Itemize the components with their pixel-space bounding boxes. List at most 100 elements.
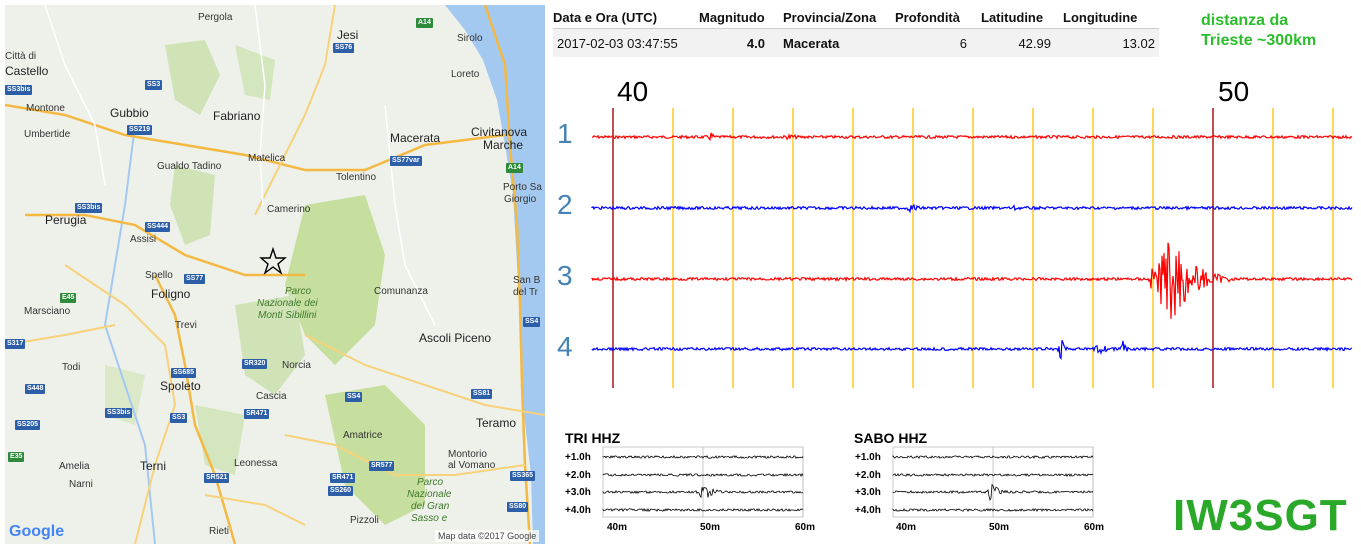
helicorder-row-label: +1.0h bbox=[855, 452, 881, 463]
trace-number-1: 1 bbox=[557, 118, 573, 149]
map-city-label: Narni bbox=[69, 479, 93, 490]
map-city-label: Umbertide bbox=[24, 129, 71, 140]
column-header-longitude: Longitudine bbox=[1063, 9, 1138, 25]
map-city-label: Gualdo Tadino bbox=[157, 161, 222, 172]
road-shield: SS76 bbox=[333, 43, 355, 53]
road-shield: SS3 bbox=[145, 80, 163, 90]
sabo-helicorder-row-trace bbox=[892, 483, 1094, 502]
trace-3-waveform bbox=[591, 242, 1353, 319]
epicenter-star-icon bbox=[259, 246, 287, 275]
time-tick-label-40: 40 bbox=[617, 76, 649, 107]
road-shield: E35 bbox=[8, 452, 25, 462]
map-city-label: Amelia bbox=[59, 461, 90, 472]
map-city-label: Foligno bbox=[151, 287, 191, 301]
map-park-label: Parco bbox=[417, 477, 444, 488]
map-panel[interactable]: Pergola Jesi Sirolo Città di Castello Lo… bbox=[5, 5, 545, 544]
table-row: 2017-02-03 03:47:55 4.0 Macerata 6 42.99… bbox=[553, 28, 1159, 57]
trace-number-3: 3 bbox=[557, 260, 573, 291]
map-city-label: Giorgio bbox=[504, 194, 537, 205]
road-shield: SS205 bbox=[15, 420, 41, 430]
tri-helicorder-row-trace bbox=[602, 473, 804, 478]
column-header-datetime: Data e Ora (UTC) bbox=[553, 9, 658, 25]
road-shield: SS3bis bbox=[5, 85, 33, 95]
cell-zone: Macerata bbox=[783, 28, 895, 57]
map-city-label: Assisi bbox=[130, 234, 157, 245]
map-city-label: Spello bbox=[145, 270, 173, 281]
map-city-label: Amatrice bbox=[343, 430, 383, 441]
tri-helicorder-row-trace bbox=[602, 454, 804, 459]
map-city-label: al Vomano bbox=[448, 460, 496, 471]
google-logo[interactable]: Google bbox=[9, 523, 65, 540]
road-shield: SS77 bbox=[184, 274, 206, 284]
road-shield: SS219 bbox=[127, 125, 153, 135]
road-shield: SS4 bbox=[523, 317, 541, 327]
sabo-helicorder-row-trace bbox=[892, 473, 1094, 478]
map-city-label: Ascoli Piceno bbox=[419, 331, 492, 345]
trace-2-waveform bbox=[591, 204, 1353, 214]
cell-datetime: 2017-02-03 03:47:55 bbox=[553, 28, 699, 57]
cell-depth: 6 bbox=[895, 28, 981, 57]
road-shield: SS3bis bbox=[75, 203, 103, 213]
road-shield: SS80 bbox=[507, 502, 529, 512]
distance-note-line2: Trieste ~300km bbox=[1201, 32, 1317, 49]
cell-latitude: 42.99 bbox=[981, 28, 1063, 57]
column-header-magnitude: Magnitudo bbox=[699, 9, 765, 25]
map-city-label: Matelica bbox=[248, 153, 286, 164]
map-city-label: Cascia bbox=[256, 391, 287, 402]
map-canvas[interactable] bbox=[5, 5, 545, 544]
helicorder-x-label: 60m bbox=[795, 522, 816, 533]
road-shield: SR577 bbox=[369, 461, 395, 471]
time-tick-label-50: 50 bbox=[1218, 76, 1250, 107]
map-city-label: Comunanza bbox=[374, 286, 428, 297]
road-shield: SS3bis bbox=[105, 408, 133, 418]
map-city-label: Spoleto bbox=[160, 379, 201, 393]
map-park-label: Parco bbox=[285, 286, 312, 297]
road-shield: S448 bbox=[25, 384, 46, 394]
map-city-label: Jesi bbox=[337, 28, 359, 42]
helicorder-row-label: +3.0h bbox=[565, 487, 591, 498]
road-shield: SS260 bbox=[328, 486, 354, 496]
road-shield: SR521 bbox=[204, 473, 230, 483]
trace-4-waveform bbox=[591, 340, 1353, 361]
road-shield: SR320 bbox=[242, 359, 268, 369]
map-city-label: San B bbox=[513, 275, 541, 286]
map-city-label: Pizzoli bbox=[350, 515, 379, 526]
map-city-label: Sirolo bbox=[457, 33, 483, 44]
station-callsign: IW3SGT bbox=[1173, 491, 1348, 540]
map-city-label: Macerata bbox=[390, 131, 441, 145]
map-attribution[interactable]: Map data ©2017 Google bbox=[435, 530, 540, 542]
map-city-label: Civitanova bbox=[471, 125, 528, 139]
trace-1-waveform bbox=[591, 132, 1353, 142]
column-header-latitude: Latitudine bbox=[981, 9, 1044, 25]
map-city-label: del Tr bbox=[513, 287, 539, 298]
map-city-label: Camerino bbox=[267, 204, 311, 215]
helicorder-title: SABO HHZ bbox=[854, 430, 928, 446]
sabo-helicorder-row-trace bbox=[892, 454, 1094, 460]
map-park-label: Nazionale dei bbox=[257, 298, 318, 309]
map-city-label: Leonessa bbox=[234, 458, 278, 469]
helicorder-x-label: 50m bbox=[700, 522, 721, 533]
map-city-label: Perugia bbox=[45, 213, 87, 227]
map-city-label: Pergola bbox=[198, 12, 233, 23]
table-header-row: Data e Ora (UTC) Magnitudo Provincia/Zon… bbox=[553, 6, 1159, 29]
road-shield: SS365 bbox=[510, 471, 536, 481]
helicorder-row-label: +4.0h bbox=[855, 505, 881, 516]
cell-magnitude: 4.0 bbox=[699, 28, 783, 57]
distance-note: distanza da Trieste ~300km bbox=[1201, 11, 1316, 51]
distance-note-line1: distanza da bbox=[1201, 12, 1289, 29]
map-city-label: Città di bbox=[5, 51, 37, 62]
map-city-label: Tolentino bbox=[336, 172, 377, 183]
map-city-label: Porto Sa bbox=[503, 182, 542, 193]
road-shield: SR471 bbox=[330, 473, 356, 483]
earthquake-table: Data e Ora (UTC) Magnitudo Provincia/Zon… bbox=[553, 6, 1159, 57]
map-city-label: Todi bbox=[62, 362, 81, 373]
road-shield: SS685 bbox=[171, 368, 197, 378]
map-city-label: Castello bbox=[5, 64, 49, 78]
map-park-label: Nazionale bbox=[407, 489, 452, 500]
trace-number-2: 2 bbox=[557, 189, 573, 220]
road-shield: SS3 bbox=[170, 413, 188, 423]
road-shield: SS77var bbox=[390, 156, 422, 166]
helicorder-row-label: +2.0h bbox=[565, 470, 591, 481]
road-shield: E45 bbox=[60, 293, 77, 303]
